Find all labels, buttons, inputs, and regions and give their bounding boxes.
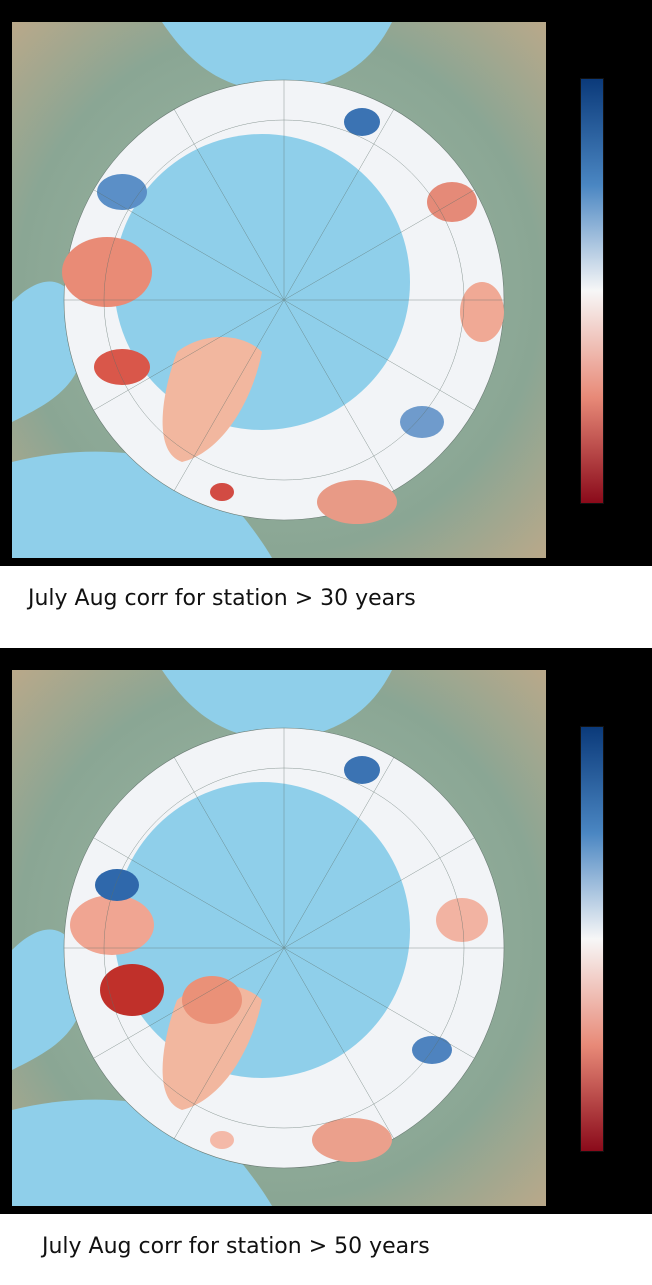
graticule: [64, 80, 504, 492]
map-panel-2: [0, 648, 652, 1214]
map-panel-1: [0, 0, 652, 566]
anomaly-warm-baffin: [100, 964, 164, 1016]
greenland: [162, 985, 262, 1110]
anomaly-cold-siberia: [344, 756, 380, 784]
anomaly-warm-baffin: [94, 349, 150, 385]
polar-map-1: [12, 22, 546, 558]
anomaly-warm-greenland: [182, 976, 242, 1024]
greenland: [162, 337, 262, 462]
anomaly-warm-siberia: [427, 182, 477, 222]
anomaly-warm-scandinavia: [312, 1118, 392, 1162]
anomaly-cold-russia: [400, 406, 444, 438]
anomaly-warm-canada: [70, 895, 154, 955]
anomaly-warm-canada: [62, 237, 152, 307]
anomaly-iceland: [210, 483, 234, 501]
caption-2: July Aug corr for station > 50 years: [42, 1234, 430, 1259]
atlantic-ocean: [12, 1099, 272, 1206]
anomaly-iceland: [210, 1131, 234, 1149]
atlantic-ocean: [12, 451, 272, 558]
colorbar-2: [580, 726, 604, 1152]
pacific-ocean: [162, 22, 392, 92]
polar-map-svg-2: [12, 670, 546, 1206]
graticule: [64, 728, 504, 1140]
anomaly-warm-russia: [460, 282, 504, 342]
colorbar-1: [580, 78, 604, 504]
anomaly-cold-siberia: [344, 108, 380, 136]
polar-map-svg-1: [12, 22, 546, 558]
anomaly-cold-alaska: [95, 869, 139, 901]
polar-map-2: [12, 670, 546, 1206]
anomaly-cold-alaska: [97, 174, 147, 210]
anomaly-cold-russia: [412, 1036, 452, 1064]
caption-1: July Aug corr for station > 30 years: [28, 586, 416, 611]
pacific-ocean: [162, 670, 392, 740]
arctic-ocean: [114, 782, 410, 1078]
anomaly-warm-scandinavia: [317, 480, 397, 524]
arctic-ocean: [114, 134, 410, 430]
